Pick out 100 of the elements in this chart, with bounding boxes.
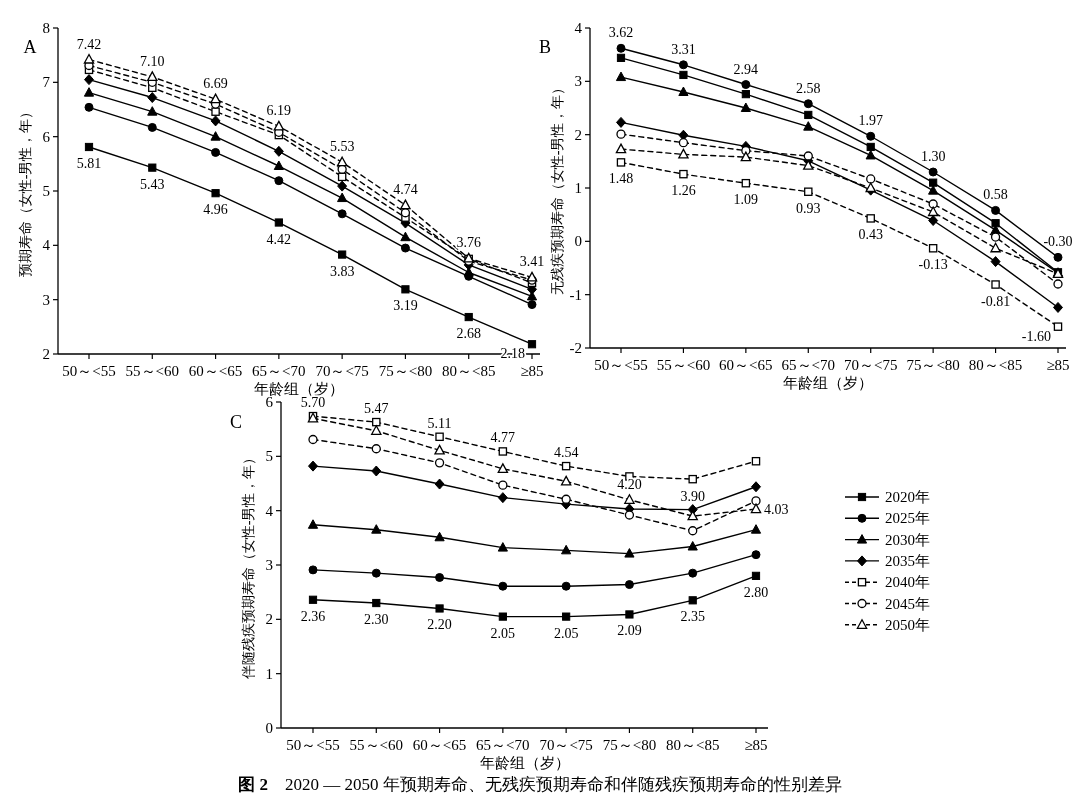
x-tick-label: 75～<80: [906, 357, 960, 373]
data-label: 1.48: [608, 171, 634, 187]
data-label: 2.35: [680, 609, 705, 625]
legend-label: 2050年: [885, 616, 930, 633]
y-tick-label: 4: [265, 502, 274, 519]
data-label: 7.42: [76, 36, 102, 52]
data-label: 2.05: [490, 625, 516, 641]
y-tick-label: 8: [42, 20, 50, 36]
x-tick-label: ≥85: [1046, 357, 1070, 373]
y-axis-title: 预期寿命（女性-男性，年）: [17, 104, 33, 278]
x-tick-label: 80～<85: [968, 357, 1023, 373]
y-tick-label: 2: [265, 611, 273, 628]
x-tick-label: 80～<85: [665, 737, 720, 753]
y-tick-label: 0: [574, 233, 582, 250]
x-tick-label: 75～<80: [602, 737, 657, 753]
x-tick-label: 70～<75: [315, 363, 369, 379]
x-tick-label: 55～<60: [656, 357, 711, 373]
y-tick-label: -1: [569, 286, 582, 303]
data-label: 3.31: [671, 41, 696, 57]
data-label: 5.47: [364, 401, 389, 417]
data-label: 1.97: [858, 113, 883, 129]
x-tick-label: 65～<70: [252, 363, 306, 379]
text: 图 2 2020 — 2050 年预期寿命、无残疾预期寿命和伴随残疾预期寿命的性别差异: [238, 775, 842, 794]
y-tick-label: 2: [574, 126, 582, 143]
data-label: 2.20: [427, 617, 452, 633]
data-label: 5.11: [427, 415, 452, 431]
x-tick-label: 50～<55: [62, 363, 116, 379]
y-tick-label: 3: [574, 73, 582, 90]
data-label: 2.09: [617, 623, 642, 639]
y-tick-label: 5: [42, 183, 50, 199]
data-label: 3.76: [456, 235, 481, 251]
legend-label: 2035年: [885, 552, 930, 569]
x-tick-label: 75～<80: [378, 363, 433, 379]
data-label: 0.58: [983, 187, 1008, 203]
data-label: 4.20: [617, 476, 642, 492]
x-tick-label: 60～<65: [412, 737, 467, 753]
y-tick-label: 4: [574, 20, 583, 36]
y-tick-label: 3: [265, 557, 273, 573]
text: A: [23, 37, 37, 57]
data-label: 4.96: [203, 202, 228, 218]
text: B: [538, 37, 552, 57]
y-tick-label: 3: [42, 291, 50, 308]
legend-label: 2030年: [885, 531, 930, 548]
y-tick-label: 6: [42, 128, 51, 145]
data-label: 1.26: [671, 183, 696, 199]
text: C: [229, 412, 243, 432]
y-tick-label: 2: [42, 346, 50, 362]
x-axis-title: 年龄组（岁）: [254, 381, 344, 397]
x-tick-label: 60～<65: [188, 363, 243, 379]
data-label: 3.90: [680, 488, 705, 504]
data-label: 2.68: [456, 326, 481, 342]
data-label: 2.94: [733, 61, 759, 77]
x-tick-label: 70～<75: [843, 357, 898, 373]
legend-label: 2045年: [885, 595, 930, 612]
data-label: 1.30: [920, 149, 946, 164]
x-tick-label: 55～<60: [349, 737, 404, 753]
data-label: 6.19: [266, 103, 292, 119]
data-label: 3.19: [393, 298, 418, 314]
y-tick-label: 7: [42, 74, 51, 91]
x-tick-label: ≥85: [744, 737, 768, 753]
x-tick-label: 70～<75: [539, 737, 593, 753]
data-label: 4.03: [764, 502, 789, 518]
legend-label: 2025年: [885, 510, 930, 527]
x-tick-label: 60～<65: [719, 357, 773, 373]
data-label: 3.62: [608, 25, 634, 41]
y-axis-title: 无残疾预期寿命（女性-男性，年）: [549, 80, 565, 296]
x-axis-title: 年龄组（岁）: [479, 755, 570, 771]
data-label: 3.41: [519, 254, 545, 270]
data-label: 4.54: [553, 445, 579, 461]
data-label: 5.81: [76, 155, 102, 171]
legend-label: 2020年: [885, 489, 930, 505]
data-label: -1.60: [1021, 328, 1051, 344]
data-label: 2.05: [553, 625, 579, 641]
y-tick-label: 1: [574, 180, 582, 196]
data-label: -0.13: [918, 257, 948, 273]
x-tick-label: 50～<55: [594, 357, 648, 373]
data-label: 5.53: [329, 139, 355, 155]
data-label: 1.09: [733, 192, 759, 208]
data-label: 2.36: [300, 608, 326, 624]
y-tick-label: 4: [42, 237, 51, 254]
data-label: 4.42: [266, 231, 292, 247]
x-axis-title: 年龄组（岁）: [783, 375, 873, 391]
data-label: -0.30: [1043, 234, 1073, 250]
x-tick-label: 80～<85: [441, 363, 496, 379]
y-tick-label: 0: [265, 720, 273, 736]
data-label: 4.77: [490, 430, 516, 446]
data-label: -0.81: [980, 293, 1011, 309]
x-tick-label: ≥85: [520, 363, 544, 379]
y-tick-label: -2: [569, 340, 582, 356]
legend-label: 2040年: [885, 574, 930, 591]
y-tick-label: 1: [265, 665, 273, 682]
y-tick-label: 5: [265, 448, 273, 465]
data-label: 4.74: [393, 182, 418, 198]
data-label: 5.43: [140, 176, 165, 192]
data-label: 3.83: [329, 263, 355, 279]
x-tick-label: 50～<55: [286, 737, 340, 753]
data-label: 0.93: [796, 200, 821, 216]
data-label: 6.69: [203, 76, 228, 92]
data-label: 7.10: [140, 53, 165, 69]
data-label: 2.30: [364, 612, 389, 628]
